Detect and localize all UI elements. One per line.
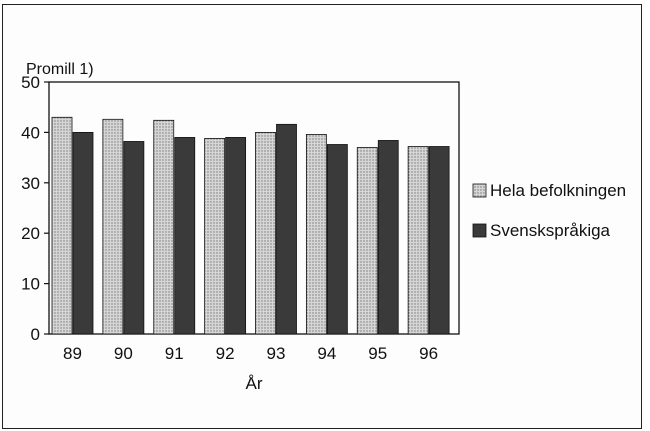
x-tick-label: 91 xyxy=(165,344,184,363)
bar-svenskspraakiga-92 xyxy=(225,137,247,335)
legend-swatch xyxy=(472,183,487,198)
bar-svenskspraakiga-95 xyxy=(377,140,399,335)
legend-label: Hela befolkningen xyxy=(490,181,626,200)
x-tick-label: 89 xyxy=(63,344,82,363)
plot-area xyxy=(48,81,460,335)
x-tick-label: 92 xyxy=(216,344,235,363)
x-tick-label: 95 xyxy=(368,344,387,363)
y-ticks: 0 10 20 30 40 50 xyxy=(21,73,49,344)
bar-hela-befolkningen-95 xyxy=(356,147,378,335)
legend-swatch xyxy=(472,223,487,238)
bar-svenskspraakiga-89 xyxy=(72,131,94,335)
bar-hela-befolkningen-96 xyxy=(407,146,429,335)
bar-svenskspraakiga-91 xyxy=(174,137,196,335)
x-tick-label: 90 xyxy=(114,344,133,363)
bar-hela-befolkningen-91 xyxy=(153,119,175,335)
bars-group xyxy=(51,116,450,335)
bar-hela-befolkningen-89 xyxy=(51,116,73,335)
bar-hela-befolkningen-93 xyxy=(255,131,276,335)
y-tick-label: 40 xyxy=(21,123,40,142)
x-axis-label: År xyxy=(246,374,263,393)
y-tick-label: 50 xyxy=(21,73,40,92)
legend-label: Svenskspråkiga xyxy=(490,221,611,240)
y-tick-label: 10 xyxy=(21,275,40,294)
y-tick-label: 20 xyxy=(21,224,40,243)
x-tick-label: 93 xyxy=(267,344,286,363)
bar-svenskspraakiga-90 xyxy=(123,141,145,335)
bar-hela-befolkningen-94 xyxy=(305,134,327,335)
bar-svenskspraakiga-93 xyxy=(276,123,297,335)
y-axis-label: Promill 1) xyxy=(26,61,94,78)
x-tick-label: 96 xyxy=(419,344,438,363)
bar-svenskspraakiga-94 xyxy=(326,144,348,335)
bar-hela-befolkningen-90 xyxy=(102,118,124,335)
x-tick-labels: 89 90 91 92 93 94 95 96 xyxy=(63,344,438,363)
y-tick-label: 30 xyxy=(21,174,40,193)
y-tick-label: 0 xyxy=(31,325,40,344)
x-tick-label: 94 xyxy=(317,344,336,363)
bar-hela-befolkningen-92 xyxy=(204,138,226,335)
bar-svenskspraakiga-96 xyxy=(428,146,450,335)
legend: Hela befolkningen Svenskspråkiga xyxy=(472,181,626,240)
